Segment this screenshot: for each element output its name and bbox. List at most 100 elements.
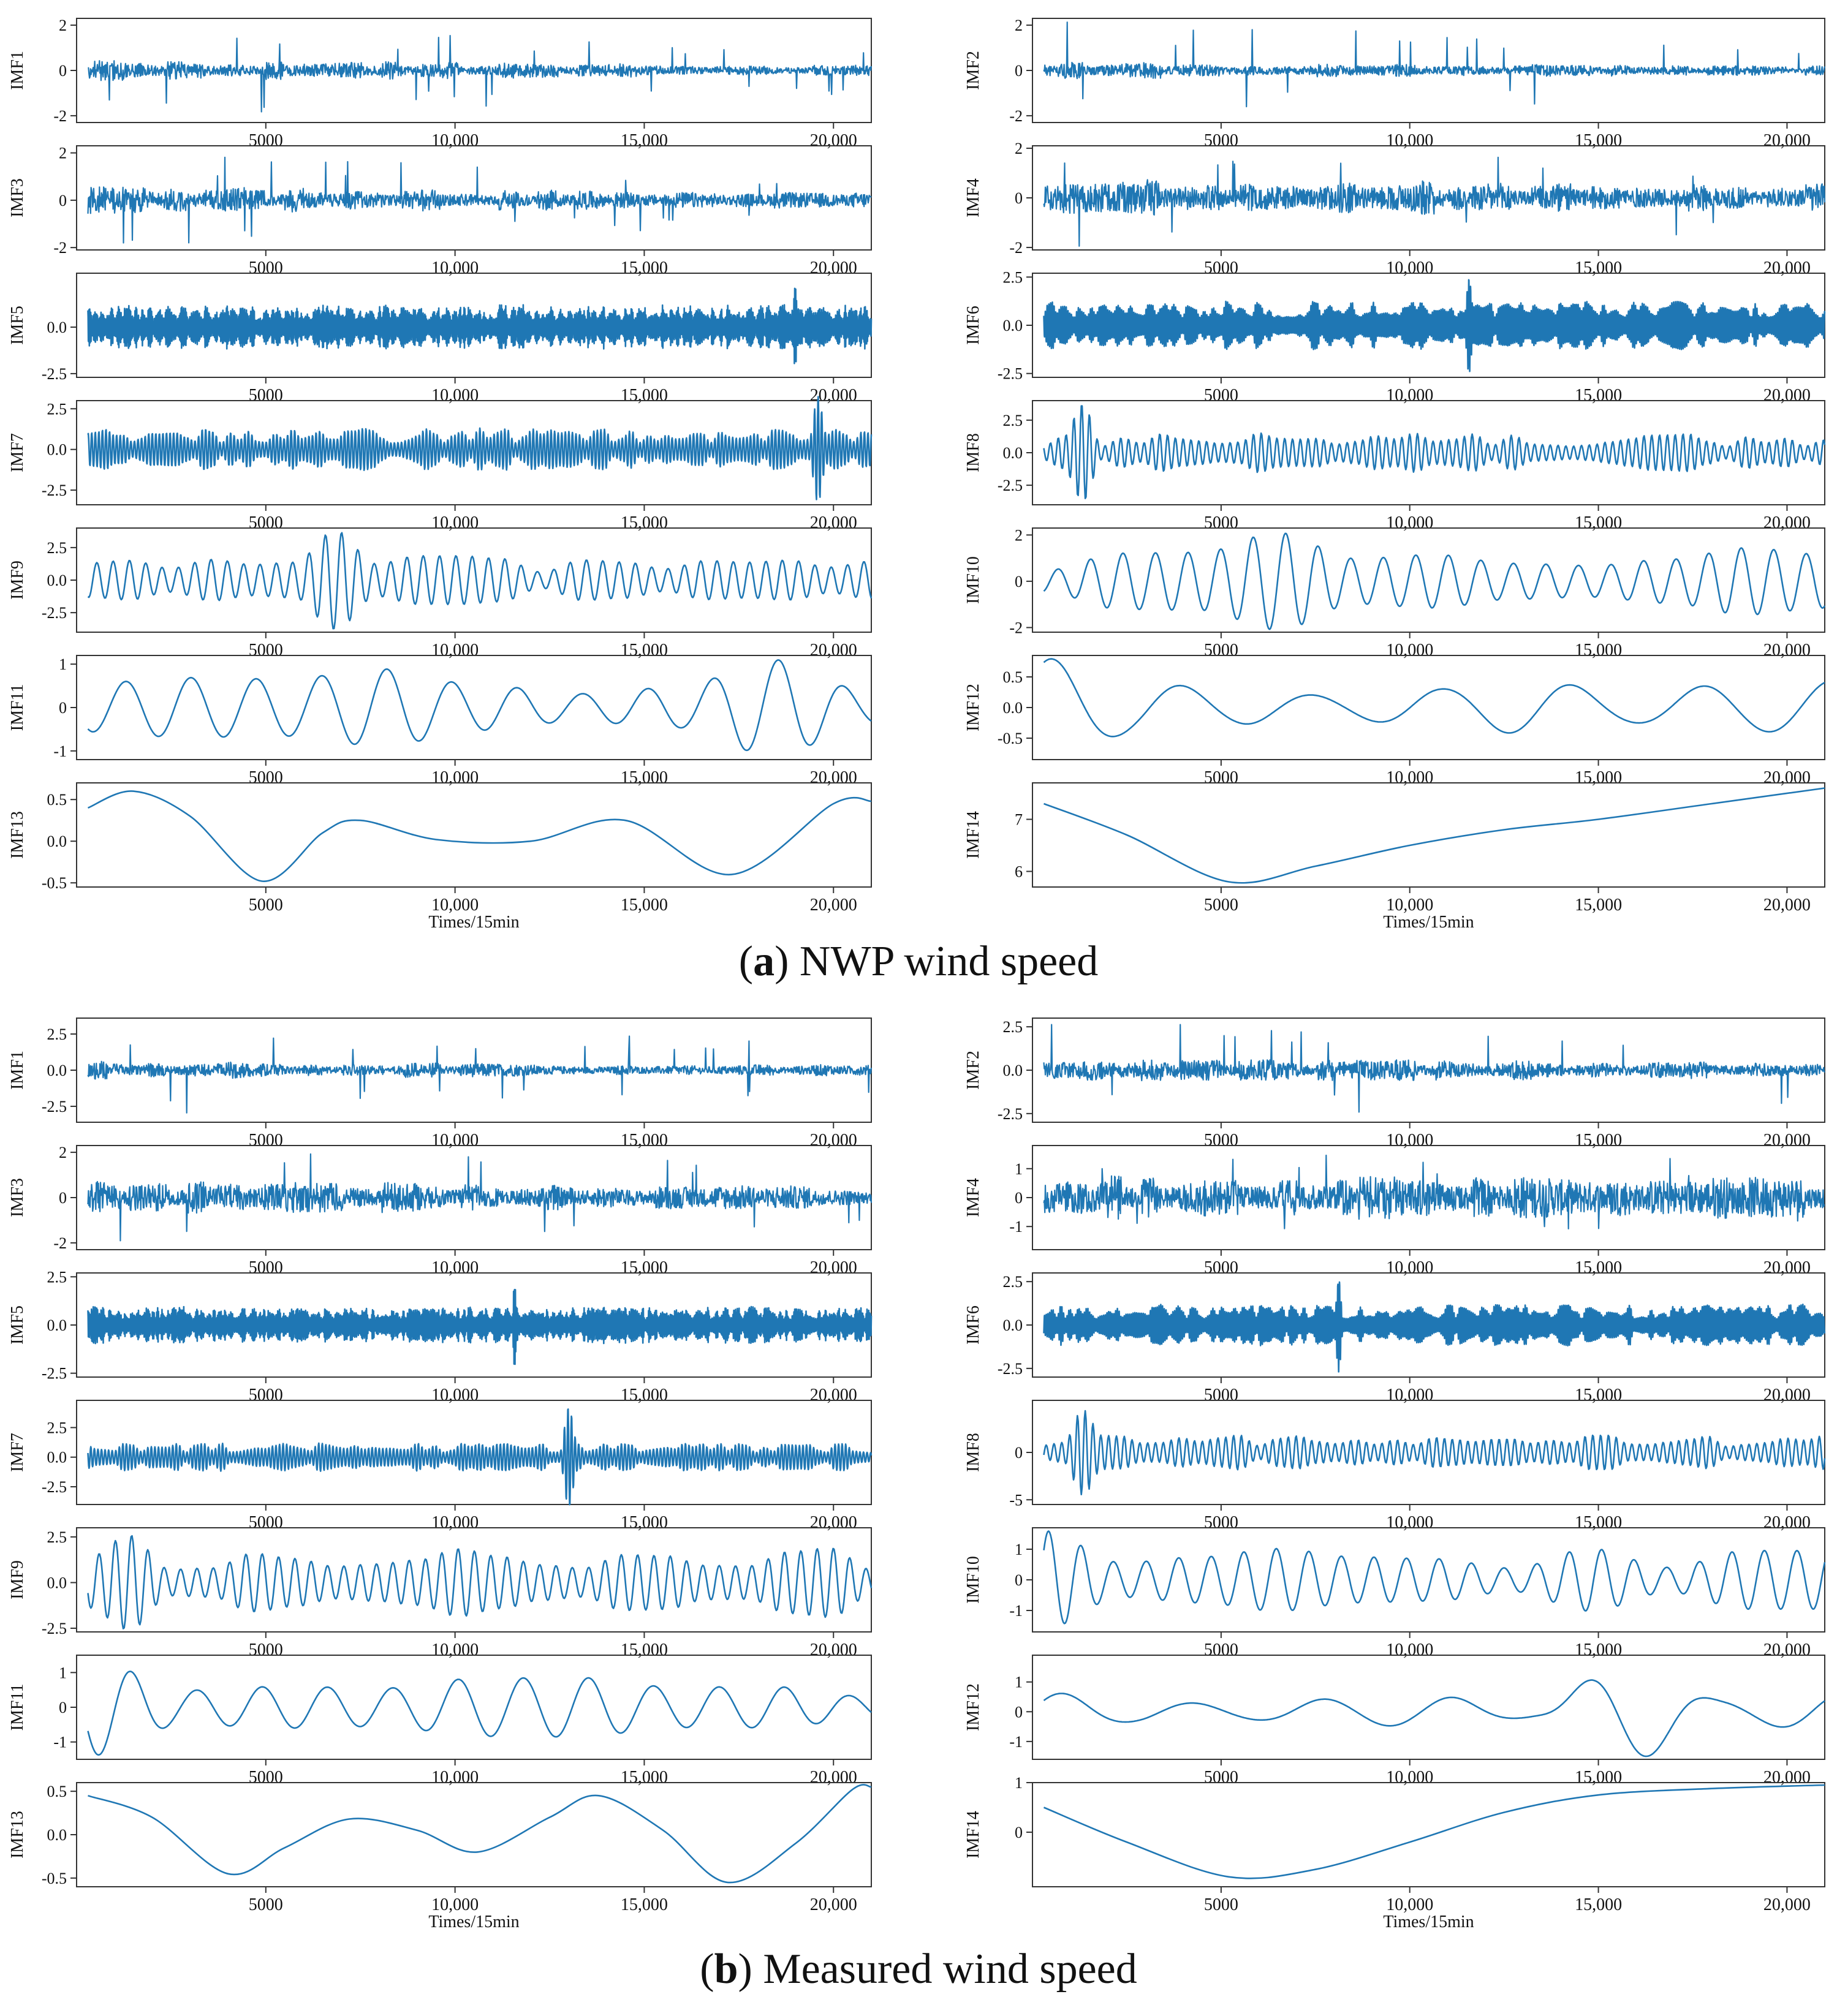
y-tick-label: 0 <box>1015 62 1023 80</box>
y-tick-label: -2.5 <box>998 1360 1023 1378</box>
series-line-imf14 <box>1043 1784 1825 1879</box>
panel-frame <box>1032 1655 1825 1760</box>
x-tick-label: 15,000 <box>621 1640 668 1659</box>
series-line-imf12 <box>1043 1679 1825 1757</box>
x-tick-label: 5000 <box>249 259 283 277</box>
x-tick-label: 15,000 <box>621 1768 668 1787</box>
y-tick-label: 2.5 <box>1003 412 1023 429</box>
x-tick-label: 10,000 <box>431 259 479 277</box>
panel-a-imf1: 2 0 -2 IMF1 5000 10,000 15,000 20,000 <box>8 17 873 150</box>
series-line-imf3 <box>87 156 872 244</box>
series-line-imf11 <box>87 1671 872 1756</box>
x-tick-label: 5000 <box>1204 1768 1238 1787</box>
y-tick-label: 0 <box>59 192 67 210</box>
x-tick-label: 15,000 <box>1575 1513 1622 1532</box>
panel-b-imf7: 2.5 0.0 -2.5 IMF7 5000 10,000 15,000 20,000 <box>8 1400 873 1532</box>
y-axis-label: IMF13 <box>8 1811 27 1859</box>
x-tick-label: 15,000 <box>1575 1640 1622 1659</box>
y-tick-label: 2 <box>59 145 67 162</box>
panel-b-imf11: 1 0 -1 IMF11 5000 10,000 15,000 20,000 <box>8 1655 872 1787</box>
series-line-imf2 <box>1043 1024 1825 1113</box>
y-tick-label: 2.5 <box>47 1268 67 1286</box>
y-axis-label: IMF7 <box>8 433 27 472</box>
y-tick-label: 0 <box>59 1699 67 1716</box>
panel-b-imf12: 1 0 -1 IMF12 5000 10,000 15,000 20,000 <box>964 1655 1825 1787</box>
x-tick-label: 10,000 <box>1386 1640 1433 1659</box>
series-line-imf8 <box>1043 405 1826 499</box>
y-tick-label: 0.0 <box>47 572 67 589</box>
x-tick-label: 5000 <box>1204 1640 1238 1659</box>
y-tick-label: 0.0 <box>47 319 67 336</box>
x-tick-label: 15,000 <box>1575 259 1622 277</box>
x-tick-label: 10,000 <box>1386 1768 1433 1787</box>
y-tick-label: -2 <box>1009 619 1023 636</box>
panel-a-imf3: 2 0 -2 IMF3 5000 10,000 15,000 20,000 <box>8 145 872 277</box>
y-tick-label: 0.0 <box>1003 699 1023 717</box>
x-tick-label: 5000 <box>1204 131 1238 150</box>
series-line-imf4 <box>1043 1154 1825 1229</box>
panel-a-imf6: 2.5 0.0 -2.5 IMF6 5000 10,000 15,000 20,000 <box>964 268 1826 405</box>
y-axis-label: IMF8 <box>964 1433 983 1472</box>
x-tick-label: 15,000 <box>621 1131 668 1150</box>
x-tick-label: 5000 <box>1204 896 1238 915</box>
series-line-imf10 <box>1043 1530 1826 1625</box>
y-axis-label: IMF10 <box>964 556 983 604</box>
panel-frame <box>1032 527 1825 633</box>
series-line-imf4 <box>1043 156 1826 247</box>
panel-b-imf5: 2.5 0.0 -2.5 IMF5 5000 10,000 15,000 20,000 <box>8 1268 873 1405</box>
x-tick-label: 15,000 <box>621 896 668 915</box>
x-tick-label: 15,000 <box>621 768 668 787</box>
y-axis-label: IMF5 <box>8 1305 27 1345</box>
x-tick-label: 20,000 <box>1763 386 1811 405</box>
y-axis-label: IMF6 <box>964 306 983 345</box>
panel-frame <box>1032 655 1825 760</box>
x-tick-label: 5000 <box>249 1258 283 1277</box>
x-tick-label: 15,000 <box>621 1513 668 1532</box>
y-axis-label: IMF12 <box>964 1683 983 1731</box>
panel-a-imf14: 7 6 IMF14 5000 10,000 15,000 20,000 Times/15min <box>964 782 1825 932</box>
y-tick-label: 0.0 <box>1003 317 1023 334</box>
y-tick-label: 2.5 <box>47 1419 67 1436</box>
y-tick-label: -2.5 <box>42 1365 67 1383</box>
panel-b-imf2: 2.5 0.0 -2.5 IMF2 5000 10,000 15,000 20,000 <box>964 1017 1825 1150</box>
y-axis-label: IMF10 <box>964 1556 983 1604</box>
y-tick-label: 1 <box>1015 1541 1023 1558</box>
y-tick-label: 1 <box>1015 1774 1023 1792</box>
x-tick-label: 5000 <box>1204 386 1238 405</box>
y-axis-label: IMF6 <box>964 1305 983 1345</box>
y-tick-label: 0.0 <box>47 441 67 459</box>
x-tick-label: 20,000 <box>1763 1386 1811 1405</box>
panel-b-imf13: 0.5 0.0 -0.5 IMF13 5000 10,000 15,000 20,000 Tim… <box>8 1782 872 1931</box>
y-tick-label: 0 <box>1015 1189 1023 1207</box>
x-tick-label: 10,000 <box>431 386 479 405</box>
panel-a-imf8: 2.5 0.0 -2.5 IMF8 5000 10,000 15,000 20,000 <box>964 400 1826 532</box>
x-tick-label: 10,000 <box>431 1768 479 1787</box>
series-line-imf3 <box>87 1153 873 1242</box>
caption-a: (a) NWP wind speed <box>738 938 1099 985</box>
panel-b-imf3: 2 0 -2 IMF3 5000 10,000 15,000 20,000 <box>8 1144 873 1277</box>
y-tick-label: 0 <box>1015 573 1023 591</box>
caption-b-text: Measured wind speed <box>763 1946 1137 1993</box>
x-tick-label: 15,000 <box>1575 1258 1622 1277</box>
y-tick-label: 0.0 <box>47 1316 67 1334</box>
y-tick-label: 0 <box>59 1189 67 1207</box>
y-tick-label: -0.5 <box>998 730 1023 747</box>
series-line-imf6 <box>1043 279 1826 372</box>
y-tick-label: 2 <box>1015 17 1023 34</box>
y-tick-label: -1 <box>1009 1733 1023 1751</box>
y-axis-label: IMF13 <box>8 811 27 859</box>
y-tick-label: 0.0 <box>47 1574 67 1591</box>
x-tick-label: 20,000 <box>810 1768 857 1787</box>
x-tick-label: 10,000 <box>431 1513 479 1532</box>
x-tick-label: 10,000 <box>1386 641 1433 660</box>
x-tick-label: 5000 <box>1204 1895 1238 1914</box>
x-tick-label: 10,000 <box>431 513 479 532</box>
x-tick-label: 5000 <box>249 641 283 660</box>
x-tick-label: 15,000 <box>1575 1768 1622 1787</box>
x-tick-label: 10,000 <box>431 131 479 150</box>
x-tick-label: 15,000 <box>621 131 668 150</box>
x-tick-label: 15,000 <box>621 259 668 277</box>
panel-a-imf11: 1 0 -1 IMF11 5000 10,000 15,000 20,000 <box>8 655 872 787</box>
series-line-imf5 <box>87 287 873 364</box>
x-tick-label: 20,000 <box>810 1513 857 1532</box>
